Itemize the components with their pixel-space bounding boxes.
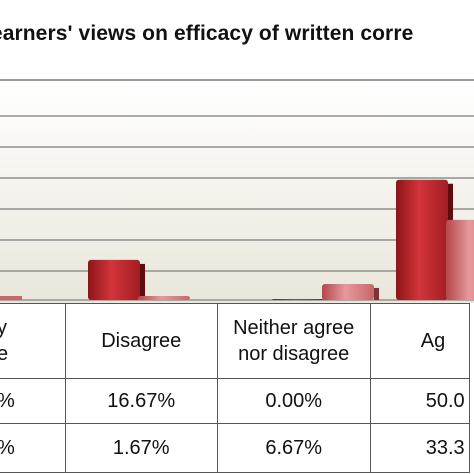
bar-series1-1-front	[88, 259, 140, 300]
table-cell: %	[0, 423, 66, 473]
header-label-2: Neither agree nor disagree	[233, 317, 355, 365]
bar-series2-3-front	[446, 219, 474, 300]
table-cell: 6.67%	[216, 423, 371, 473]
header-cell-disagree: Disagree	[64, 303, 218, 379]
table-cell: 50.0	[369, 378, 471, 424]
header-label-0: ye	[0, 317, 8, 365]
table-cell: 0.00%	[216, 378, 371, 424]
bar-chart-svg	[0, 81, 474, 303]
bar-stub-0	[0, 296, 22, 300]
table-row: % 16.67% 0.00% 50.0	[0, 378, 471, 424]
bar-series2-1-front	[138, 295, 190, 300]
plot-area	[0, 81, 474, 303]
header-label-3: Ag	[420, 330, 446, 352]
bar-series2-2-front	[322, 283, 374, 300]
header-cell-neither: Neither agree nor disagree	[216, 303, 371, 379]
table-cell: 16.67%	[64, 378, 218, 424]
table-cell: 33.3	[369, 423, 471, 473]
bars	[0, 179, 474, 300]
table-row: % 1.67% 6.67% 33.3	[0, 423, 471, 473]
header-cell-agree: Ag	[369, 303, 471, 379]
table-cell-text: 50.0	[425, 389, 465, 412]
bar-series2-1	[138, 295, 195, 300]
bar-series2-2	[322, 283, 379, 300]
bar-series2-3	[446, 219, 474, 300]
title-divider	[0, 79, 474, 81]
chart-title: Learners' views on efficacy of written c…	[0, 22, 414, 45]
header-cell-strongly-disagree: ye	[0, 303, 66, 379]
table-cell: 1.67%	[64, 423, 218, 473]
gridlines	[0, 115, 474, 301]
bar-series1-2-front	[272, 299, 324, 300]
bar-series1-1-side	[140, 263, 145, 300]
bar-series1-3-front	[396, 179, 448, 300]
table-cell-text: 33.3	[425, 436, 465, 459]
bar-series1-2	[272, 299, 324, 300]
bar-series2-2-side	[374, 287, 379, 300]
header-label-1: Disagree	[101, 330, 182, 352]
plot-background	[0, 81, 474, 303]
table-cell: %	[0, 378, 66, 424]
bar-series1-1	[88, 259, 145, 300]
bar-series1-3	[396, 179, 453, 300]
